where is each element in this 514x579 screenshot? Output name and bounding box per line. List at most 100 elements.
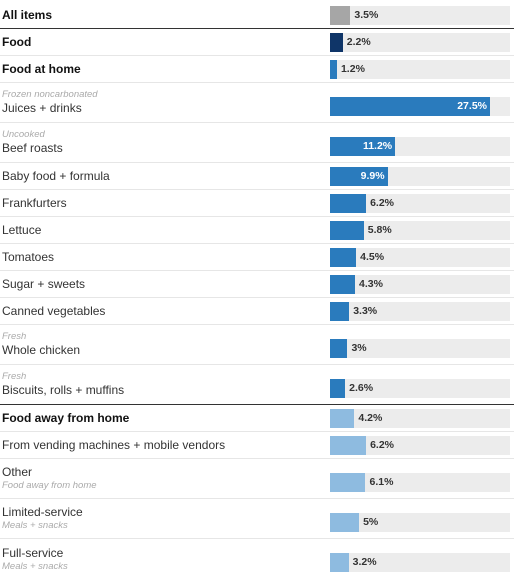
value-label: 6.1%: [369, 476, 394, 488]
value-label: 4.2%: [358, 412, 383, 424]
bar-track: 11.2%: [330, 137, 510, 156]
value-label: 3.5%: [354, 9, 379, 21]
row-label: Food: [2, 34, 32, 49]
bar-track: 6.2%: [330, 194, 510, 213]
bar-track: 2.2%: [330, 33, 510, 52]
bar: [330, 379, 346, 398]
row-sublabel: Meals + snacks: [2, 520, 68, 531]
row-label: Food away from home: [2, 410, 130, 425]
bar-track: 27.5%: [330, 97, 510, 116]
row-label: Full-service: [2, 545, 64, 560]
bar: [330, 513, 360, 532]
row-label: Juices + drinks: [2, 101, 82, 115]
row-label: Other: [2, 465, 33, 479]
row-sublabel: Frozen noncarbonated: [2, 89, 98, 100]
row-label-group: Food away from home: [2, 405, 324, 431]
bar: [330, 473, 366, 492]
row-label-group: Food: [2, 29, 324, 55]
value-label: 3%: [351, 342, 367, 354]
row-sublabel: Meals + snacks: [2, 560, 68, 572]
bar: [330, 6, 351, 25]
bar-track: 3.2%: [330, 553, 510, 572]
bar-track: 5.8%: [330, 221, 510, 240]
bar: [330, 194, 367, 213]
bar: [330, 553, 349, 572]
row-label-group: Frankfurters: [2, 190, 324, 216]
chart-row: Frankfurters 6.2%: [0, 190, 514, 217]
value-label: 2.2%: [346, 36, 371, 48]
value-label: 2.6%: [349, 382, 374, 394]
chart-row: Fresh Biscuits, rolls + muffins 2.6%: [0, 365, 514, 405]
value-label: 5%: [363, 516, 379, 528]
bar: [330, 167, 388, 186]
bar: [330, 302, 350, 321]
bar: [330, 60, 337, 79]
bar-track: 4.2%: [330, 409, 510, 428]
bar-track: 4.5%: [330, 248, 510, 267]
row-label-group: Fresh Whole chicken: [2, 325, 324, 364]
value-label: 6.2%: [370, 197, 394, 209]
row-label-group: Uncooked Beef roasts: [2, 123, 324, 162]
chart-row: Limited-service Meals + snacks 5%: [0, 499, 514, 539]
chart-row: Food away from home 4.2%: [0, 405, 514, 432]
row-label: Sugar + sweets: [2, 276, 86, 291]
row-sublabel: Uncooked: [2, 129, 45, 140]
row-label-group: Fresh Biscuits, rolls + muffins: [2, 365, 324, 404]
chart-row: Food at home 1.2%: [0, 56, 514, 83]
row-label: Biscuits, rolls + muffins: [2, 383, 125, 397]
row-label-group: Limited-service Meals + snacks: [2, 499, 324, 538]
row-sublabel: Fresh: [2, 331, 27, 342]
bar: [330, 275, 356, 294]
row-sublabel: Fresh: [2, 371, 27, 382]
chart-row: Lettuce 5.8%: [0, 217, 514, 244]
bar-track: 6.1%: [330, 473, 510, 492]
row-label: Beef roasts: [2, 141, 63, 155]
bar-track: 5%: [330, 513, 510, 532]
chart-row: Canned vegetables 3.3%: [0, 298, 514, 325]
bar: [330, 339, 348, 358]
bar-track: 3.3%: [330, 302, 510, 321]
row-label: Baby food + formula: [2, 168, 110, 183]
row-label-group: All items: [2, 2, 324, 28]
row-label-group: Food at home: [2, 56, 324, 82]
bar-track: 9.9%: [330, 167, 510, 186]
value-label: 11.2%: [362, 140, 393, 152]
chart-row: Uncooked Beef roasts 11.2%: [0, 123, 514, 163]
row-label: Limited-service: [2, 505, 83, 519]
value-label: 4.5%: [360, 251, 385, 263]
row-label-group: Baby food + formula: [2, 163, 324, 189]
chart-row: Other Food away from home 6.1%: [0, 459, 514, 499]
row-label-group: Sugar + sweets: [2, 271, 324, 297]
bar-track: 6.2%: [330, 436, 510, 455]
value-label: 3.3%: [353, 305, 378, 317]
value-label: 1.2%: [340, 63, 365, 75]
chart-row: Food 2.2%: [0, 29, 514, 56]
bar: [330, 97, 490, 116]
bar: [330, 436, 367, 455]
chart-row: Sugar + sweets 4.3%: [0, 271, 514, 298]
chart-row: Full-service Meals + snacks 3.2%: [0, 539, 514, 579]
chart-row: Frozen noncarbonated Juices + drinks 27.5%: [0, 83, 514, 123]
row-label: Lettuce: [2, 222, 42, 237]
row-label-group: Other Food away from home: [2, 459, 324, 498]
bar-track: 1.2%: [330, 60, 510, 79]
chart-row: All items 3.5%: [0, 2, 514, 29]
bar-track: 3%: [330, 339, 510, 358]
row-label: Canned vegetables: [2, 303, 106, 318]
row-label-group: Tomatoes: [2, 244, 324, 270]
bar: [330, 137, 396, 156]
value-label: 5.8%: [367, 224, 392, 236]
row-label: Tomatoes: [2, 249, 55, 264]
chart-row: Baby food + formula 9.9%: [0, 163, 514, 190]
value-label: 4.3%: [359, 278, 383, 290]
row-label-group: Canned vegetables: [2, 298, 324, 324]
bar: [330, 33, 343, 52]
bar-track: 2.6%: [330, 379, 510, 398]
bar: [330, 248, 357, 267]
chart-row: Tomatoes 4.5%: [0, 244, 514, 271]
row-label: Whole chicken: [2, 343, 81, 357]
chart-row: Fresh Whole chicken 3%: [0, 325, 514, 365]
bar: [330, 221, 364, 240]
row-label-group: Full-service Meals + snacks: [2, 539, 324, 579]
